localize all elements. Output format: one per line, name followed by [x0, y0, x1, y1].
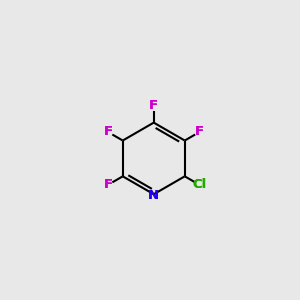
Text: Cl: Cl	[192, 178, 207, 191]
Text: F: F	[103, 125, 112, 139]
Text: F: F	[103, 178, 112, 191]
Text: F: F	[195, 125, 204, 139]
Text: N: N	[148, 189, 159, 202]
Circle shape	[182, 138, 188, 143]
Text: F: F	[195, 125, 204, 139]
Text: F: F	[149, 99, 158, 112]
Text: F: F	[149, 99, 158, 112]
Circle shape	[120, 138, 125, 143]
Text: F: F	[103, 125, 112, 139]
Text: F: F	[103, 178, 112, 191]
Circle shape	[151, 120, 157, 125]
Circle shape	[151, 191, 157, 197]
Text: Cl: Cl	[192, 178, 207, 191]
Circle shape	[120, 174, 125, 179]
Circle shape	[182, 174, 188, 179]
Text: N: N	[148, 189, 159, 202]
